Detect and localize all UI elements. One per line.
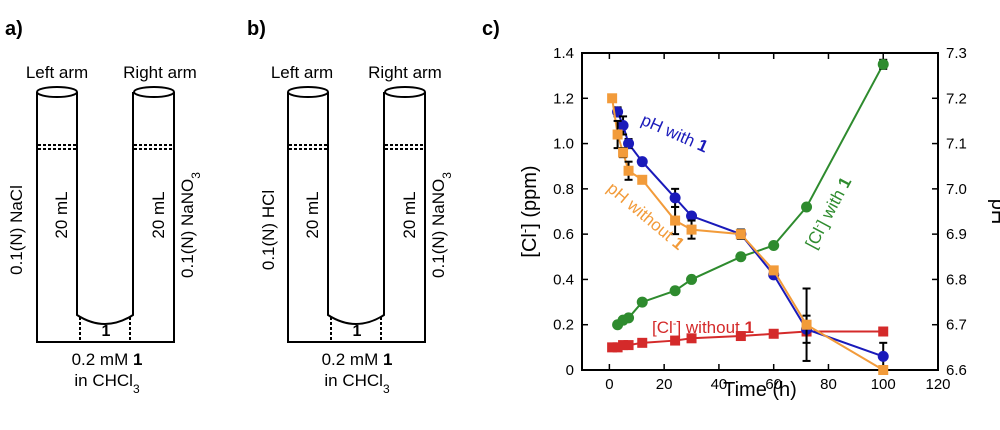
panel-a-membrane-label: 1 [102, 323, 111, 340]
series-1-point [637, 338, 647, 348]
x-tick-label: 0 [605, 376, 613, 393]
y2-tick-label: 7.0 [946, 181, 967, 198]
series-3-point [769, 265, 779, 275]
panel-a-left-volume: 20 mL [52, 191, 71, 238]
series-3-point [637, 175, 647, 185]
panel-a-bottom-line1: 0.2 mM 1 [72, 350, 143, 369]
panel-a-right-volume: 20 mL [149, 191, 168, 238]
series-0-point [801, 201, 812, 212]
panel-a-letter: a) [5, 18, 23, 40]
y-tick-label: 0.2 [553, 317, 574, 334]
x-axis-title: Time (h) [723, 379, 797, 401]
y-tick-label: 0.6 [553, 226, 574, 243]
panel-a-right-arm-label: Right arm [123, 63, 197, 82]
panel-a-bottom-line2: in CHCl3 [74, 371, 140, 396]
x-tick-label: 80 [820, 376, 837, 393]
y2-tick-label: 7.2 [946, 90, 967, 107]
y-axis-title: [Cl-] (ppm) [517, 165, 542, 257]
series-0-point [670, 285, 681, 296]
series-3-point [613, 130, 623, 140]
panel-b-right-arm-label: Right arm [368, 63, 442, 82]
y2-tick-label: 7.3 [946, 45, 967, 62]
y2-tick-label: 6.9 [946, 226, 967, 243]
series-3-point [607, 93, 617, 103]
y-tick-label: 0.4 [553, 271, 574, 288]
y-tick-label: 0.8 [553, 181, 574, 198]
series-3-point [624, 166, 634, 176]
panel-b-bottom-line1: 0.2 mM 1 [322, 350, 393, 369]
panel-a-left-arm-label: Left arm [26, 63, 88, 82]
series-2-point [637, 156, 648, 167]
panel-a-left-solution: 0.1(N) NaCl [7, 185, 26, 275]
panel-a-right-solution: 0.1(N) NaNO3 [178, 172, 203, 278]
series-1-point [878, 327, 888, 337]
y-tick-label: 1.2 [553, 90, 574, 107]
y2-tick-label: 6.6 [946, 362, 967, 379]
panel-b-letter: b) [247, 18, 266, 40]
panel-b-dashes [289, 145, 424, 342]
panel-b-left-volume: 20 mL [303, 191, 322, 238]
y2-axis-title: pH [987, 199, 1000, 225]
panel-b-right-volume: 20 mL [400, 191, 419, 238]
series-3-point [687, 225, 697, 235]
series-3-point [736, 229, 746, 239]
series-0-point [637, 297, 648, 308]
series-2-point [670, 192, 681, 203]
series-0-point [735, 251, 746, 262]
series-0-point [623, 312, 634, 323]
panel-b-membrane-label: 1 [353, 323, 362, 340]
panel-b-bottom-line2: in CHCl3 [324, 371, 390, 396]
series-0-point [768, 240, 779, 251]
series-3-point [878, 365, 888, 375]
annotation-cl-with: [Cl-] with 1 [802, 174, 856, 252]
series-0-point [686, 274, 697, 285]
x-tick-label: 100 [871, 376, 896, 393]
series-1-point [624, 340, 634, 350]
series-1-point [670, 336, 680, 346]
series-3-point [670, 216, 680, 226]
series-3-point [618, 148, 628, 158]
y2-tick-label: 6.8 [946, 271, 967, 288]
panel-c-letter: c) [482, 18, 500, 40]
series-1-point [769, 329, 779, 339]
panel-b-right-solution: 0.1(N) NaNO3 [429, 172, 454, 278]
series-3-point [802, 320, 812, 330]
panel-b-left-solution: 0.1(N) HCl [259, 190, 278, 270]
panel-a: a) Left arm Right arm 1 20 mL 20 mL 0.1(… [5, 18, 203, 396]
panel-b: b) Left arm Right arm 1 20 mL 20 mL 0.1(… [247, 18, 454, 396]
series-0-point [878, 59, 889, 70]
panel-a-dashes [38, 145, 173, 342]
y-tick-label: 0 [566, 362, 574, 379]
series-2-point [878, 351, 889, 362]
x-tick-label: 20 [656, 376, 673, 393]
y2-tick-label: 6.7 [946, 317, 967, 334]
panel-b-left-arm-label: Left arm [271, 63, 333, 82]
annotation-cl-without: [Cl-] without 1 [652, 318, 754, 337]
y-tick-label: 1.0 [553, 136, 574, 153]
y-tick-label: 1.4 [553, 45, 574, 62]
annotation-ph-with: pH with 1 [638, 110, 710, 156]
y2-tick-label: 7.1 [946, 136, 967, 153]
